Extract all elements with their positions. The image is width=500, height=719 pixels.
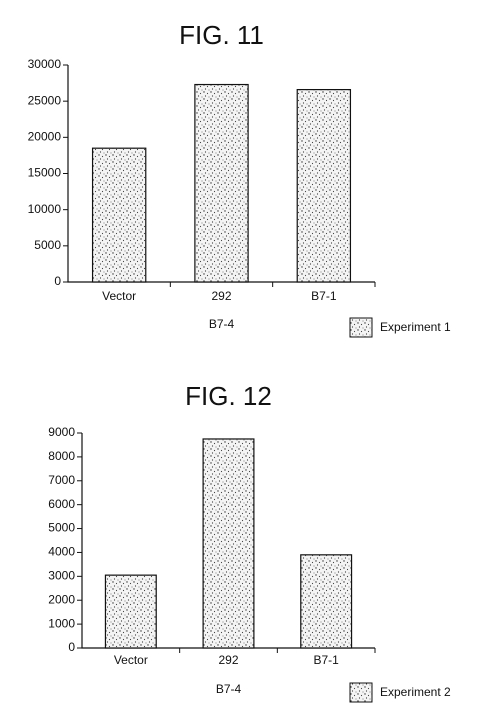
y-tick-label: 30000 [28, 57, 62, 71]
bar [194, 83, 249, 283]
chart-title: FIG. 12 [185, 381, 272, 411]
x-tick-label: Vector [102, 289, 136, 303]
y-tick-label: 8000 [48, 449, 75, 463]
legend-swatch [349, 317, 373, 338]
bar [296, 88, 352, 283]
bar [104, 574, 157, 649]
bar [300, 554, 353, 649]
y-tick-label: 5000 [34, 238, 61, 252]
y-tick-label: 10000 [28, 202, 62, 216]
y-tick-label: 25000 [28, 93, 62, 107]
y-tick-label: 6000 [48, 497, 75, 511]
x-tick-label: B7-1 [311, 289, 337, 303]
x-axis-label: B7-4 [209, 317, 235, 331]
chart-title: FIG. 11 [179, 20, 264, 50]
y-tick-label: 2000 [48, 592, 75, 606]
y-tick-label: 1000 [48, 616, 75, 630]
y-tick-label: 5000 [48, 521, 75, 535]
legend-label: Experiment 2 [380, 685, 451, 699]
y-tick-label: 3000 [48, 569, 75, 583]
x-tick-label: 292 [211, 289, 231, 303]
y-tick-label: 20000 [28, 130, 62, 144]
bar [202, 438, 255, 649]
y-tick-label: 0 [68, 640, 75, 654]
x-tick-label: 292 [218, 653, 238, 667]
y-tick-label: 0 [54, 274, 61, 288]
y-tick-label: 7000 [48, 473, 75, 487]
legend-label: Experiment 1 [380, 320, 451, 334]
legend-swatch [349, 682, 373, 703]
bar [91, 147, 147, 283]
y-tick-label: 9000 [48, 425, 75, 439]
x-tick-label: Vector [114, 653, 148, 667]
y-tick-label: 15000 [28, 166, 62, 180]
x-tick-label: B7-1 [313, 653, 339, 667]
y-tick-label: 4000 [48, 545, 75, 559]
x-axis-label: B7-4 [216, 682, 242, 696]
